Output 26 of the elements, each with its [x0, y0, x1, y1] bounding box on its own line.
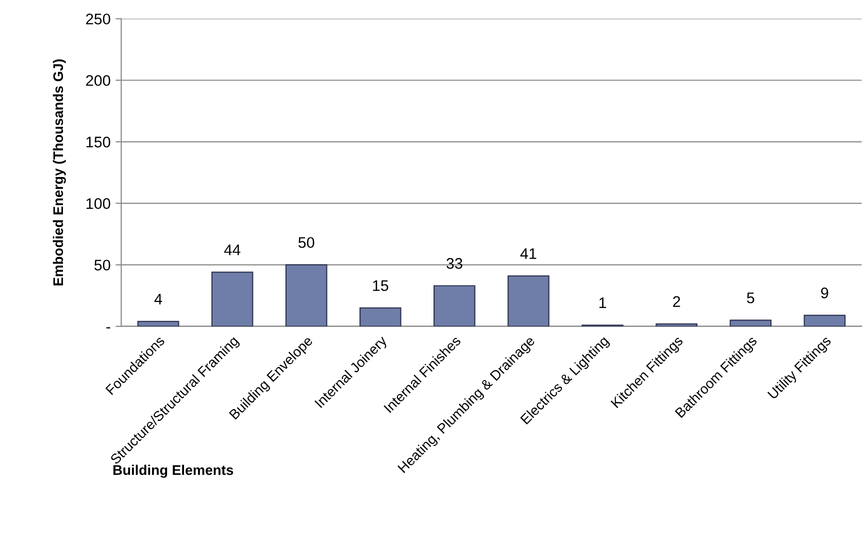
bar	[137, 320, 180, 326]
data-label: 50	[298, 237, 314, 248]
y-tick-label: 200	[86, 75, 110, 86]
bar	[508, 275, 550, 326]
bar	[804, 314, 846, 326]
data-label: 33	[446, 258, 462, 269]
data-label: 2	[673, 296, 680, 307]
bar	[285, 264, 328, 326]
data-label: 4	[154, 294, 162, 304]
data-label: 41	[520, 248, 536, 259]
y-tick-label: 150	[86, 136, 110, 148]
bar	[211, 272, 254, 326]
bar	[359, 307, 402, 326]
bar	[730, 320, 772, 326]
y-tick-label: 100	[86, 198, 110, 209]
data-label: 9	[821, 288, 828, 298]
data-label: 1	[599, 298, 606, 308]
x-axis-title: Building Elements	[113, 464, 234, 478]
y-tick-label: 250	[86, 14, 110, 24]
data-label: 5	[746, 292, 754, 304]
y-tick-label: 50	[94, 260, 110, 271]
data-label: 15	[373, 280, 388, 291]
data-label: 44	[224, 244, 240, 256]
y-tick-label: -	[106, 327, 110, 328]
y-axis-title: Embodied Energy (Thousands GJ)	[52, 59, 66, 286]
bar	[434, 285, 476, 326]
